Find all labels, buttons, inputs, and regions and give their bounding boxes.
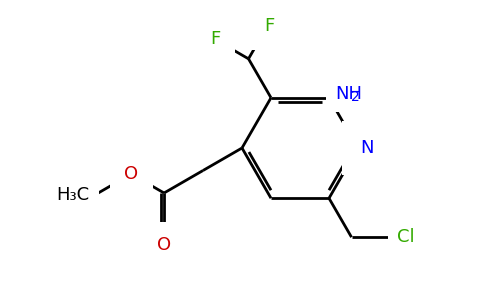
Text: O: O: [124, 165, 138, 183]
Text: F: F: [210, 30, 220, 48]
Text: F: F: [264, 17, 274, 35]
Text: H₃C: H₃C: [57, 186, 90, 204]
Text: NH: NH: [335, 85, 362, 103]
Text: 2: 2: [351, 90, 360, 104]
Text: N: N: [360, 139, 374, 157]
Text: O: O: [157, 236, 171, 254]
Text: Cl: Cl: [397, 228, 415, 246]
